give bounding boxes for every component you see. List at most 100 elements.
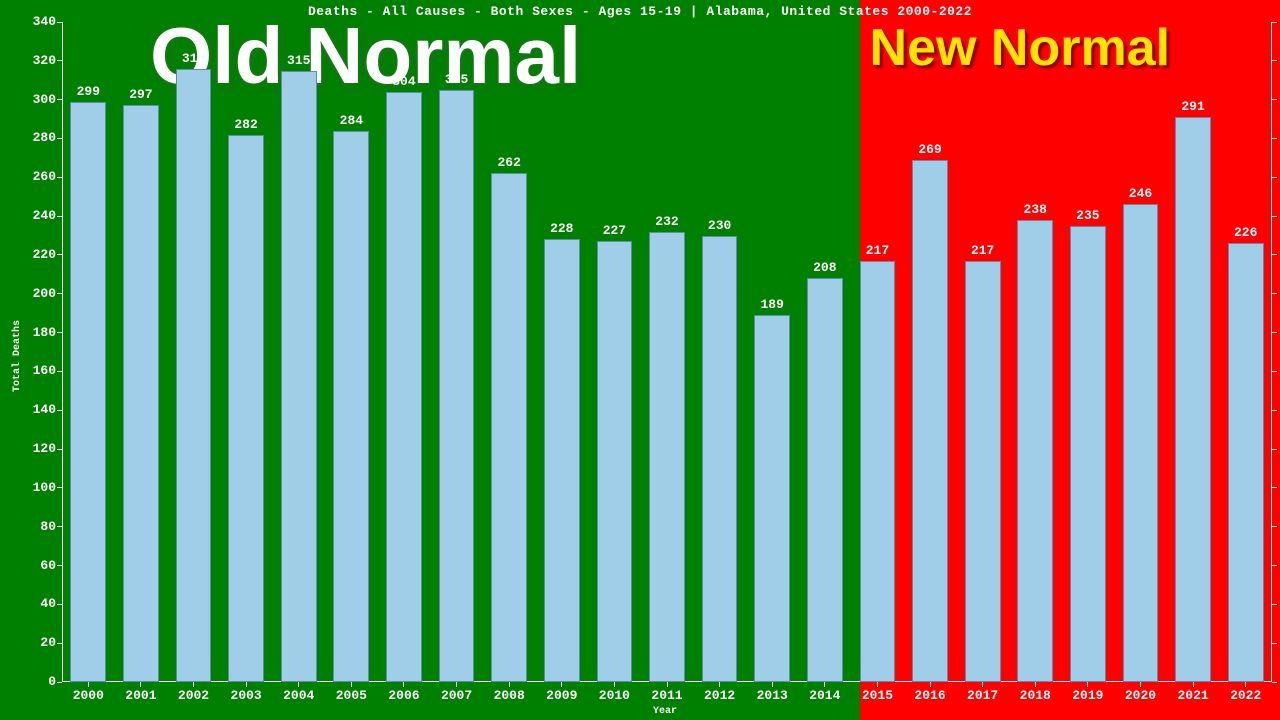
y-tick-mark — [1272, 604, 1277, 605]
y-tick-label: 260 — [6, 169, 56, 184]
x-tick-label: 2001 — [125, 688, 156, 703]
bar-value-label: 305 — [445, 72, 468, 87]
y-tick-mark — [1272, 138, 1277, 139]
y-tick-mark — [57, 177, 62, 178]
x-tick-mark — [1140, 682, 1141, 687]
x-tick-mark — [667, 682, 668, 687]
x-tick-mark — [88, 682, 89, 687]
x-tick-label: 2013 — [757, 688, 788, 703]
bar-value-label: 299 — [77, 84, 100, 99]
bar-value-label: 235 — [1076, 208, 1099, 223]
bar — [176, 69, 212, 682]
bar — [228, 135, 264, 682]
bar — [860, 261, 896, 682]
bar-value-label: 217 — [971, 243, 994, 258]
y-tick-label: 160 — [6, 363, 56, 378]
y-tick-mark — [57, 138, 62, 139]
y-tick-mark — [1272, 526, 1277, 527]
x-tick-mark — [772, 682, 773, 687]
bar — [439, 90, 475, 682]
bar-value-label: 297 — [129, 87, 152, 102]
x-tick-label: 2008 — [494, 688, 525, 703]
x-tick-label: 2017 — [967, 688, 998, 703]
y-tick-mark — [57, 216, 62, 217]
x-axis-title: Year — [653, 706, 677, 717]
y-tick-label: 320 — [6, 53, 56, 68]
bar-value-label: 291 — [1181, 99, 1204, 114]
bar-value-label: 284 — [340, 113, 363, 128]
x-tick-label: 2005 — [336, 688, 367, 703]
y-tick-mark — [1272, 487, 1277, 488]
x-tick-label: 2021 — [1177, 688, 1208, 703]
bar-value-label: 227 — [603, 223, 626, 238]
x-tick-mark — [614, 682, 615, 687]
y-tick-mark — [57, 449, 62, 450]
y-tick-mark — [57, 410, 62, 411]
x-tick-mark — [982, 682, 983, 687]
bar — [1228, 243, 1264, 682]
bar-value-label: 228 — [550, 221, 573, 236]
x-tick-label: 2014 — [809, 688, 840, 703]
bar — [702, 236, 738, 682]
x-tick-label: 2011 — [651, 688, 682, 703]
y-tick-label: 140 — [6, 402, 56, 417]
x-tick-mark — [140, 682, 141, 687]
y-tick-mark — [1272, 565, 1277, 566]
x-tick-label: 2012 — [704, 688, 735, 703]
y-tick-label: 240 — [6, 208, 56, 223]
bar-value-label: 304 — [392, 74, 415, 89]
x-tick-mark — [719, 682, 720, 687]
x-tick-label: 2006 — [388, 688, 419, 703]
y-tick-mark — [57, 22, 62, 23]
y-tick-mark — [57, 526, 62, 527]
y-tick-mark — [1272, 682, 1277, 683]
x-tick-label: 2020 — [1125, 688, 1156, 703]
y-tick-mark — [57, 604, 62, 605]
y-tick-mark — [57, 565, 62, 566]
y-tick-label: 180 — [6, 325, 56, 340]
bar — [1070, 226, 1106, 682]
x-tick-mark — [1245, 682, 1246, 687]
bar — [912, 160, 948, 682]
x-tick-label: 2018 — [1020, 688, 1051, 703]
bar — [965, 261, 1001, 682]
x-tick-mark — [403, 682, 404, 687]
bar-value-label: 315 — [287, 53, 310, 68]
x-tick-label: 2002 — [178, 688, 209, 703]
x-tick-label: 2007 — [441, 688, 472, 703]
x-tick-mark — [877, 682, 878, 687]
y-tick-mark — [1272, 60, 1277, 61]
y-tick-mark — [1272, 293, 1277, 294]
bar-value-label: 316 — [182, 51, 205, 66]
bar-value-label: 232 — [655, 214, 678, 229]
y-tick-mark — [1272, 22, 1277, 23]
x-tick-mark — [1087, 682, 1088, 687]
x-tick-label: 2019 — [1072, 688, 1103, 703]
y-tick-mark — [57, 60, 62, 61]
y-tick-mark — [57, 293, 62, 294]
x-tick-mark — [351, 682, 352, 687]
bar-value-label: 230 — [708, 218, 731, 233]
y-tick-mark — [57, 371, 62, 372]
x-tick-mark — [509, 682, 510, 687]
y-tick-mark — [1272, 410, 1277, 411]
bar — [597, 241, 633, 682]
x-tick-mark — [824, 682, 825, 687]
y-tick-label: 300 — [6, 92, 56, 107]
y-tick-label: 20 — [6, 635, 56, 650]
bar-value-label: 246 — [1129, 186, 1152, 201]
bar-value-label: 226 — [1234, 225, 1257, 240]
x-tick-label: 2010 — [599, 688, 630, 703]
x-tick-label: 2000 — [73, 688, 104, 703]
bar — [1123, 204, 1159, 682]
y-tick-mark — [57, 254, 62, 255]
bar — [70, 102, 106, 682]
bar — [544, 239, 580, 682]
bar — [1017, 220, 1053, 682]
x-tick-mark — [246, 682, 247, 687]
x-tick-label: 2015 — [862, 688, 893, 703]
bar — [649, 232, 685, 682]
y-tick-mark — [1272, 643, 1277, 644]
bar — [807, 278, 843, 682]
y-tick-mark — [1272, 332, 1277, 333]
